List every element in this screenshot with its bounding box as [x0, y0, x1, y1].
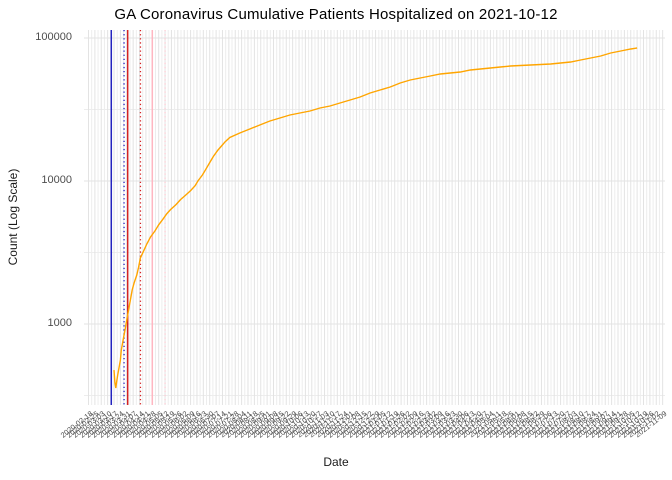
plot-panel [84, 30, 665, 405]
x-axis-tick-labels: 2020-02-18 2020-02-25 2020-03-03 2020-03-10… [0, 407, 672, 455]
y-axis-tick-label: 100000 [35, 31, 72, 43]
y-axis-tick-label: 10000 [41, 174, 72, 186]
hospitalized-cumulative-line [113, 47, 638, 389]
plot-svg [84, 30, 665, 405]
chart-title: GA Coronavirus Cumulative Patients Hospi… [114, 6, 558, 23]
y-axis-tick-label: 1000 [47, 317, 72, 329]
y-axis-title: Count (Log Scale) [6, 168, 20, 266]
x-axis-title: Date [323, 455, 349, 469]
